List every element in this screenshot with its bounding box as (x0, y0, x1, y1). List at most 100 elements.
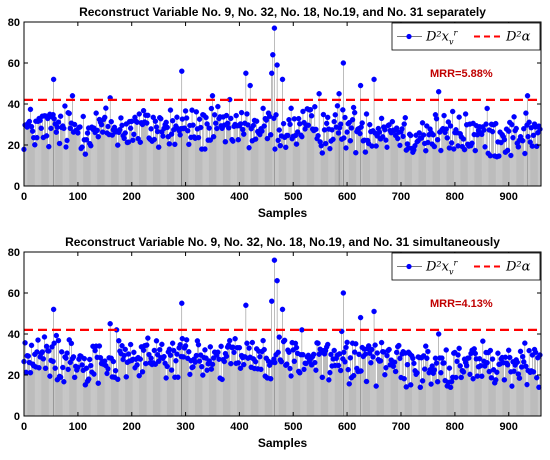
data-point (258, 366, 264, 373)
data-point (247, 82, 253, 89)
legend: D²xvr D²α (391, 22, 541, 51)
data-point (433, 116, 440, 122)
data-point (455, 352, 461, 358)
data-point (197, 124, 204, 131)
data-point (202, 146, 208, 152)
data-point (102, 358, 108, 364)
data-point (83, 365, 90, 371)
data-point (95, 134, 102, 140)
data-point (454, 358, 460, 365)
data-point (281, 337, 288, 344)
data-point (374, 350, 380, 356)
data-point (164, 363, 170, 370)
data-point (510, 134, 516, 141)
data-point (316, 91, 322, 97)
data-point (471, 346, 477, 352)
data-point (487, 347, 494, 354)
data-point (448, 140, 455, 146)
data-point (379, 134, 386, 140)
data-point (335, 130, 342, 136)
data-point (105, 366, 111, 372)
data-point (177, 132, 183, 138)
data-point (202, 347, 208, 353)
legend-label-series1: D²xvr (425, 29, 459, 47)
x-axis-label: Samples (258, 436, 308, 450)
data-point (163, 119, 169, 126)
data-point (299, 133, 305, 140)
y-tick-label: 80 (8, 247, 20, 259)
data-point (489, 128, 496, 135)
data-point (307, 107, 314, 113)
data-point (337, 121, 344, 127)
x-tick-label: 0 (21, 191, 27, 203)
data-point (308, 113, 315, 119)
data-point (43, 133, 50, 139)
data-point (480, 338, 486, 344)
x-axis-label: Samples (258, 206, 308, 220)
data-point (244, 340, 250, 346)
data-point (370, 354, 376, 360)
data-point (344, 339, 350, 346)
data-point (463, 362, 470, 369)
data-point (64, 350, 70, 356)
data-point (34, 134, 40, 141)
data-point (159, 341, 165, 348)
data-point (69, 93, 76, 99)
data-point (121, 135, 127, 142)
x-tick-label: 100 (69, 421, 87, 433)
data-point (456, 345, 462, 352)
data-point (297, 370, 303, 376)
data-point (443, 347, 449, 353)
data-point (83, 137, 90, 143)
data-point (130, 137, 136, 143)
data-point (185, 128, 191, 134)
data-point (122, 130, 128, 136)
data-point (524, 93, 531, 99)
y-tick-label: 40 (8, 329, 20, 341)
data-point (67, 125, 74, 132)
data-point (115, 142, 121, 148)
data-point (179, 68, 185, 74)
data-point (231, 349, 237, 356)
data-point (196, 358, 203, 364)
data-point (340, 107, 346, 113)
data-point (404, 361, 411, 368)
data-point (523, 110, 529, 116)
data-point (496, 153, 502, 159)
data-point (340, 290, 347, 296)
data-point (174, 351, 180, 357)
data-point (79, 362, 85, 368)
data-point (61, 125, 67, 132)
data-point (533, 375, 540, 381)
data-point (63, 355, 69, 361)
data-point (403, 384, 410, 390)
data-point (537, 126, 543, 132)
data-point (395, 135, 401, 142)
data-point (245, 122, 251, 128)
data-point (327, 369, 333, 376)
y-tick-label: 20 (8, 370, 20, 382)
x-tick-label: 600 (338, 191, 356, 203)
data-point (423, 343, 429, 349)
data-point (28, 123, 35, 130)
data-point (166, 141, 173, 147)
data-point (117, 126, 123, 133)
data-point (525, 133, 531, 140)
legend-label-main: D²x (425, 30, 450, 45)
data-point (396, 342, 402, 349)
data-point (244, 111, 250, 117)
data-point (112, 368, 119, 374)
data-point (222, 139, 229, 145)
data-point (27, 106, 34, 113)
data-point (257, 354, 263, 360)
data-point (348, 125, 355, 131)
data-point (476, 356, 483, 362)
y-tick-label: 60 (8, 58, 20, 70)
data-point (425, 348, 431, 355)
data-point (305, 122, 312, 128)
y-tick-label: 0 (14, 181, 20, 193)
data-point (119, 343, 125, 349)
x-tick-label: 800 (446, 421, 464, 433)
data-point (382, 127, 388, 133)
